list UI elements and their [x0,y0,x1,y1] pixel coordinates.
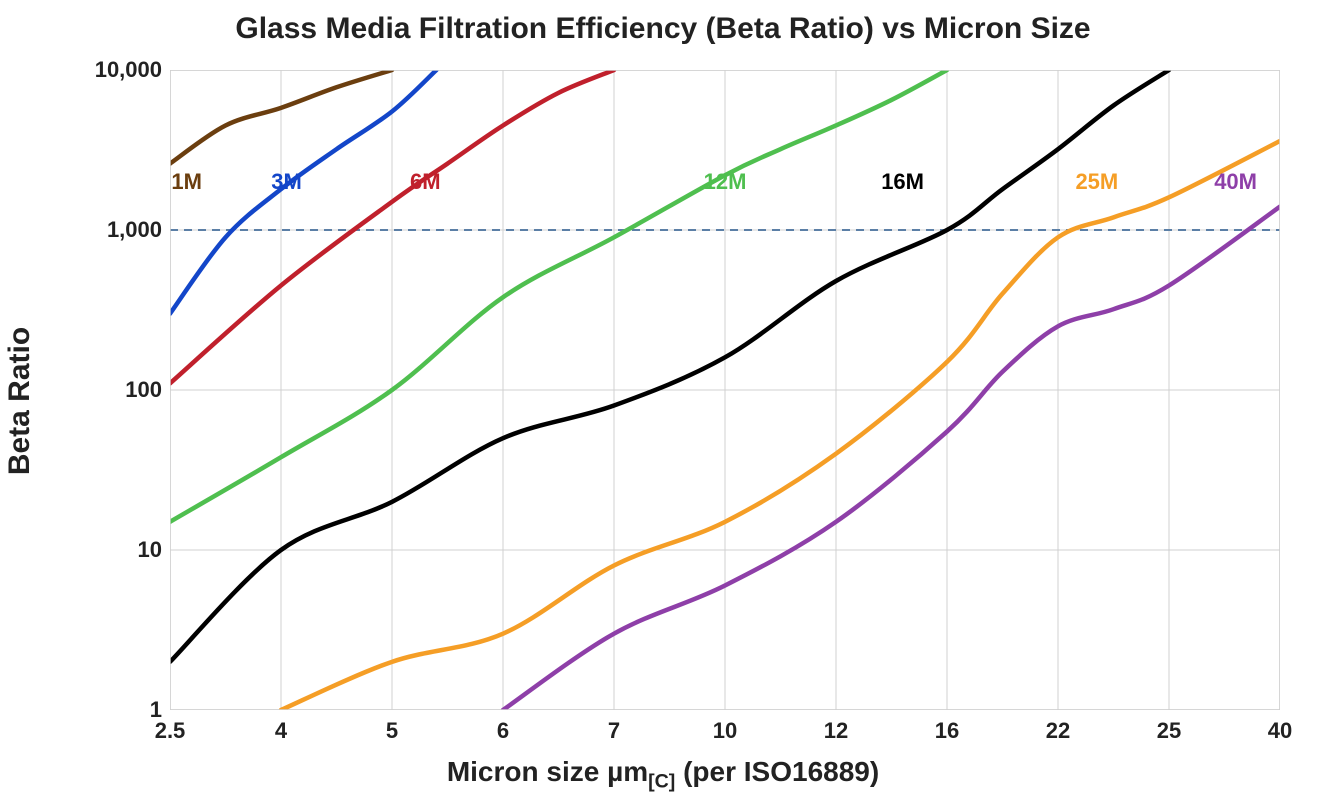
y-tick-label: 1,000 [107,217,162,243]
chart-container: Glass Media Filtration Efficiency (Beta … [0,0,1326,802]
series-40M [503,207,1280,710]
series-label-16M: 16M [881,169,924,195]
y-tick-label: 100 [125,377,162,403]
x-tick-label: 12 [824,718,848,744]
x-tick-label: 16 [935,718,959,744]
x-axis-label: Micron size µm[C] (per ISO16889) [0,756,1326,794]
y-tick-label: 10,000 [95,57,162,83]
series-label-1M: 1M [171,169,202,195]
x-tick-label: 5 [386,718,398,744]
x-tick-label: 4 [275,718,287,744]
series-label-40M: 40M [1214,169,1257,195]
y-tick-label: 10 [138,537,162,563]
x-tick-label: 22 [1046,718,1070,744]
series-label-3M: 3M [271,169,302,195]
plot-area [170,70,1280,710]
y-axis-label: Beta Ratio [3,327,37,475]
x-tick-label: 6 [497,718,509,744]
x-tick-label: 25 [1157,718,1181,744]
x-tick-label: 2.5 [155,718,186,744]
x-tick-label: 7 [608,718,620,744]
series-label-6M: 6M [410,169,441,195]
x-tick-label: 10 [713,718,737,744]
series-label-12M: 12M [704,169,747,195]
series-25M [281,141,1280,710]
chart-title: Glass Media Filtration Efficiency (Beta … [0,12,1326,46]
x-tick-label: 40 [1268,718,1292,744]
series-label-25M: 25M [1075,169,1118,195]
series-12M [170,70,947,522]
series-3M [170,70,436,314]
